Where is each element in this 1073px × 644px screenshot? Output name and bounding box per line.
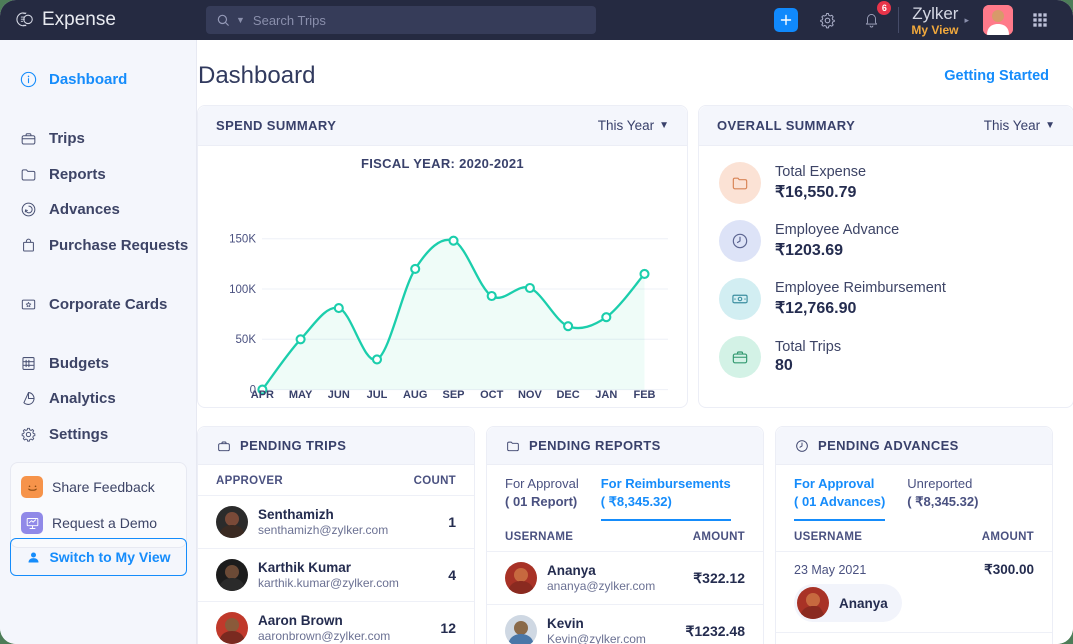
svg-text:OCT: OCT <box>480 389 504 401</box>
svg-text:SEP: SEP <box>442 389 464 401</box>
svg-text:150K: 150K <box>229 234 256 246</box>
svg-text:JAN: JAN <box>595 389 617 401</box>
svg-text:0: 0 <box>250 384 256 396</box>
svg-text:DEC: DEC <box>556 389 579 401</box>
svg-text:100K: 100K <box>229 284 256 296</box>
svg-text:JUL: JUL <box>367 389 388 401</box>
svg-text:MAY: MAY <box>289 389 313 401</box>
svg-text:JUN: JUN <box>328 389 350 401</box>
svg-text:AUG: AUG <box>403 389 427 401</box>
svg-text:50K: 50K <box>236 334 257 346</box>
svg-text:NOV: NOV <box>518 389 543 401</box>
svg-text:FEB: FEB <box>634 389 656 401</box>
